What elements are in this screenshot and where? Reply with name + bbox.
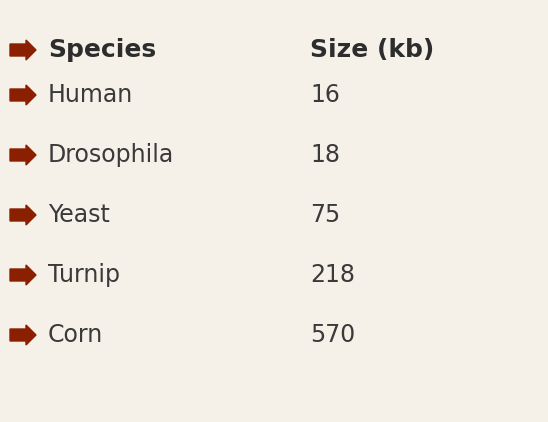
Text: Drosophila: Drosophila [48,143,174,167]
Text: Species: Species [48,38,156,62]
Text: 75: 75 [310,203,340,227]
Polygon shape [10,85,36,105]
Text: Corn: Corn [48,323,103,347]
Text: Size (kb): Size (kb) [310,38,434,62]
Polygon shape [10,265,36,285]
Text: Turnip: Turnip [48,263,120,287]
Polygon shape [10,205,36,225]
Text: 16: 16 [310,83,340,107]
Polygon shape [10,325,36,345]
Polygon shape [10,40,36,60]
Text: 570: 570 [310,323,355,347]
Text: 218: 218 [310,263,355,287]
Text: Human: Human [48,83,133,107]
Text: 18: 18 [310,143,340,167]
Text: Yeast: Yeast [48,203,110,227]
Polygon shape [10,145,36,165]
